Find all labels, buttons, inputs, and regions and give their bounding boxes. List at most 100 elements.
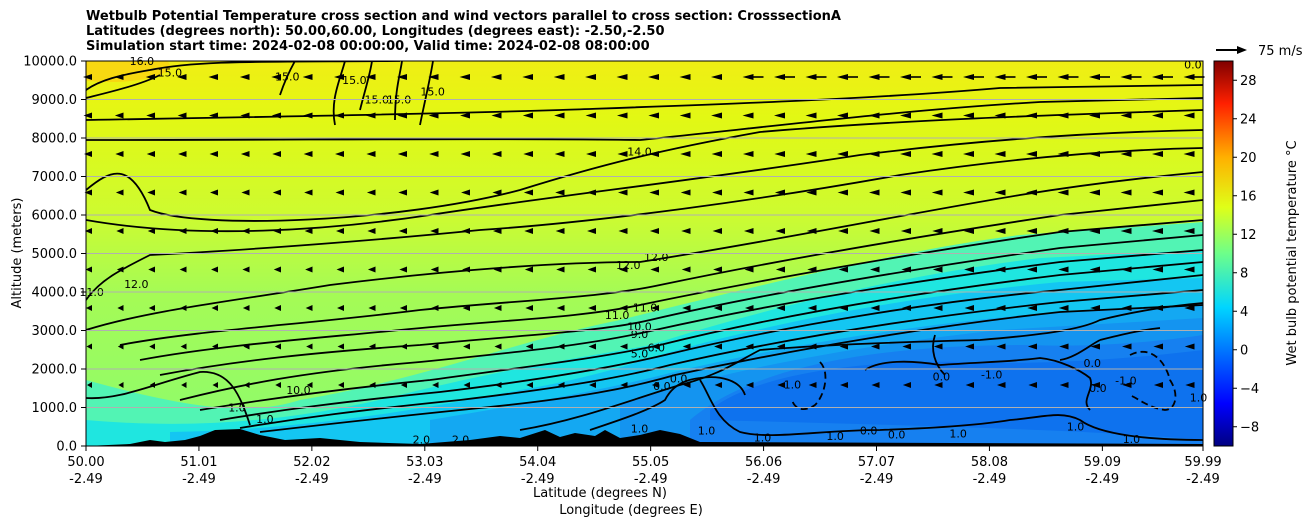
- contour-label: 1.0: [1067, 421, 1085, 434]
- wind-arrow-192: [743, 189, 754, 196]
- wind-arrow-62: [275, 382, 281, 388]
- y-tick-label: 10000.0: [23, 55, 77, 70]
- contour-label: 15.0: [275, 70, 300, 83]
- wind-arrow-311: [1152, 266, 1163, 273]
- wind-arrow-18: [145, 74, 155, 80]
- wind-arrow-21: [147, 189, 155, 196]
- wind-arrow-240: [901, 305, 911, 311]
- wind-arrow-127: [522, 112, 533, 119]
- contour-label: 1.0: [1123, 433, 1141, 446]
- x-tick-lon-label: -2.49: [860, 472, 894, 487]
- wind-arrow-60: [274, 305, 281, 311]
- wind-arrow-248: [932, 266, 943, 273]
- contour-label: 0.0: [670, 372, 688, 385]
- y-tick-label: 3000.0: [32, 324, 78, 339]
- wind-arrow-121: [492, 228, 502, 234]
- wind-arrow-161: [620, 382, 628, 388]
- x-axis-label-latitude: Latitude (degrees N): [533, 486, 667, 501]
- wind-arrow-46: [240, 112, 250, 119]
- wind-arrow-101: [429, 151, 439, 157]
- wind-arrow-293: [1089, 266, 1100, 273]
- wind-arrow-123: [493, 305, 502, 311]
- wind-arrow-323: [1185, 382, 1195, 388]
- colorbar-tick-label: 16: [1240, 189, 1257, 204]
- wind-arrow-66: [304, 189, 313, 196]
- wind-arrow-98: [400, 382, 407, 388]
- wind-arrow-45: [239, 74, 250, 80]
- y-tick-label: 5000.0: [32, 247, 78, 262]
- wind-arrow-17: [118, 382, 124, 388]
- y-tick-label: 4000.0: [32, 286, 78, 301]
- wind-arrow-235: [900, 112, 911, 119]
- contour-label: 1.0: [698, 424, 716, 437]
- wind-arrow-56: [272, 151, 281, 157]
- wind-arrow-246: [931, 189, 943, 196]
- wind-arrow-249: [933, 305, 943, 311]
- wind-arrow-196: [745, 343, 754, 350]
- wind-arrow-250: [933, 343, 943, 350]
- wind-arrow-160: [619, 343, 628, 350]
- wind-arrow-144: [585, 74, 596, 80]
- wind-arrow-298: [1120, 112, 1132, 119]
- wind-arrow-237: [900, 189, 911, 196]
- wind-arrow-90: [396, 74, 407, 80]
- wind-arrow-273: [1026, 189, 1037, 196]
- wind-arrow-89: [369, 382, 376, 388]
- wind-arrow-317: [1183, 151, 1195, 157]
- wind-arrow-82: [365, 112, 376, 119]
- colorbar-label: Wet bulb potential temperature °C: [1285, 140, 1300, 365]
- colorbar-tick-label: 20: [1240, 151, 1257, 166]
- wind-arrow-124: [494, 343, 502, 350]
- wind-arrow-307: [1152, 112, 1163, 119]
- wind-arrow-85: [367, 228, 376, 234]
- x-tick-lat-label: 55.05: [632, 455, 669, 470]
- wind-arrow-321: [1184, 305, 1195, 311]
- wind-arrow-44: [212, 382, 218, 388]
- wind-arrow-313: [1153, 343, 1163, 350]
- wind-arrow-31: [179, 228, 187, 234]
- wind-arrow-58: [273, 228, 281, 234]
- wind-arrow-9: [114, 74, 124, 80]
- wind-arrow-110: [460, 151, 470, 157]
- wind-arrow-252: [963, 74, 974, 80]
- wind-arrow-259: [965, 343, 974, 350]
- x-tick-lon-label: -2.49: [747, 472, 781, 487]
- contour-label: 15.0: [420, 86, 445, 99]
- wind-arrow-32: [179, 266, 187, 273]
- wind-arrow-228: [869, 189, 880, 196]
- wind-arrow-105: [431, 305, 439, 311]
- wind-arrow-219: [837, 189, 848, 196]
- wind-arrow-146: [586, 151, 596, 157]
- x-tick-lon-label: -2.49: [973, 472, 1007, 487]
- wind-arrow-220: [838, 228, 848, 234]
- wind-arrow-52: [243, 343, 250, 350]
- wind-arrow-306: [1152, 74, 1163, 80]
- wind-arrow-167: [650, 266, 659, 273]
- wind-arrow-272: [1026, 151, 1037, 157]
- wind-arrow-292: [1089, 228, 1100, 234]
- wind-arrow-276: [1027, 305, 1037, 311]
- wind-arrow-169: [651, 343, 659, 350]
- wind-arrow-166: [649, 228, 659, 234]
- wind-arrow-97: [400, 343, 407, 350]
- wind-arrow-190: [742, 112, 754, 119]
- wind-arrow-53: [243, 382, 250, 388]
- wind-arrow-64: [303, 112, 313, 119]
- wind-arrow-318: [1183, 189, 1195, 196]
- wind-arrow-137: [554, 151, 565, 157]
- wind-arrow-77: [336, 266, 344, 273]
- wind-arrow-168: [650, 305, 659, 311]
- wind-arrow-261: [994, 74, 1006, 80]
- wind-arrow-69: [305, 305, 313, 311]
- wind-arrow-15: [117, 305, 124, 311]
- wind-arrow-12: [115, 189, 124, 196]
- wind-arrow-314: [1153, 382, 1163, 388]
- wind-arrow-258: [964, 305, 974, 311]
- colorbar-tick-label: 24: [1240, 112, 1257, 127]
- wind-arrow-203: [775, 266, 785, 273]
- wind-arrow-266: [995, 266, 1006, 273]
- wind-arrow-179: [683, 382, 691, 388]
- wind-arrow-170: [651, 382, 659, 388]
- wind-arrow-173: [680, 151, 691, 157]
- wind-arrow-262: [994, 112, 1006, 119]
